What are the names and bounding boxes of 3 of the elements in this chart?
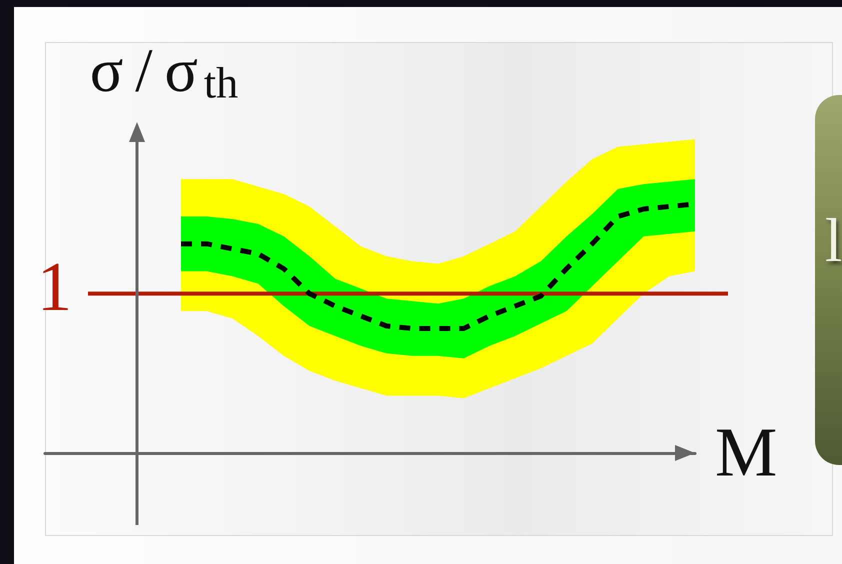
ref-line-label: 1 — [37, 249, 72, 326]
text-card: l — [815, 95, 842, 465]
x-axis-title: M — [715, 414, 778, 492]
